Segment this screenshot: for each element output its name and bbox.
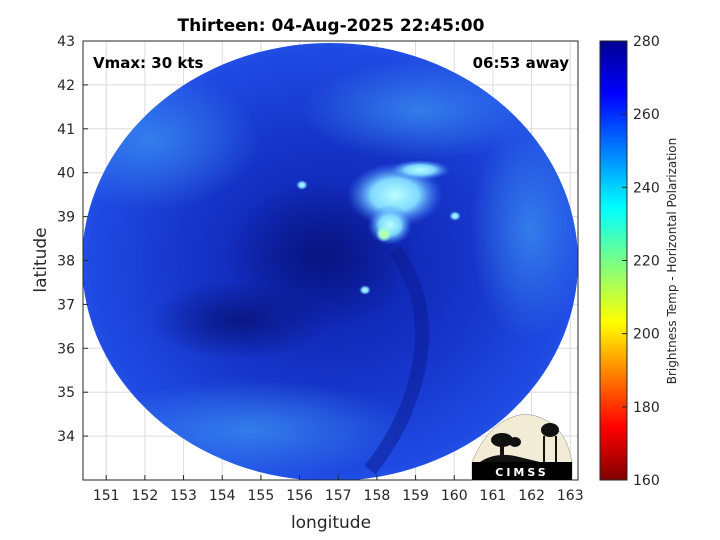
y-tick-label: 40 xyxy=(57,166,75,182)
x-tick-label: 162 xyxy=(518,488,545,504)
colorbar-tick-label: 180 xyxy=(633,400,660,416)
cold-core xyxy=(376,226,392,242)
dark-spiral xyxy=(150,280,330,360)
small-cell-3 xyxy=(359,285,371,295)
y-tick-label: 41 xyxy=(57,122,75,138)
chart-title: Thirteen: 04-Aug-2025 22:45:00 xyxy=(178,16,485,36)
microwave-image xyxy=(83,43,578,480)
small-cell-1 xyxy=(296,180,308,190)
tower-leg-right xyxy=(555,436,557,462)
y-tick-label: 43 xyxy=(57,34,75,50)
x-tick-label: 155 xyxy=(248,488,275,504)
y-tick-label: 39 xyxy=(57,210,75,226)
x-axis: 151 152 153 154 155 156 157 158 159 160 161 162 163 xyxy=(93,475,584,504)
x-tick-label: 156 xyxy=(286,488,313,504)
colorbar-ticks: 160 180 200 220 240 260 280 xyxy=(622,34,660,489)
y-axis-title: latitude xyxy=(31,227,51,292)
x-tick-label: 157 xyxy=(325,488,352,504)
y-axis: 34 35 36 37 38 39 40 41 42 43 xyxy=(57,34,88,445)
y-tick-label: 34 xyxy=(57,429,75,445)
y-tick-label: 38 xyxy=(57,254,75,270)
cimss-logo: CIMSS xyxy=(471,413,573,481)
colorbar-tick-label: 260 xyxy=(633,107,660,123)
colorbar-tick-label: 280 xyxy=(633,34,660,50)
colorbar-label: Brightness Temp - Horizontal Polarizatio… xyxy=(665,138,679,385)
x-tick-label: 158 xyxy=(364,488,391,504)
logo-band xyxy=(472,462,572,480)
x-tick-label: 152 xyxy=(132,488,159,504)
x-tick-label: 161 xyxy=(480,488,507,504)
x-tick-label: 151 xyxy=(93,488,120,504)
x-tick-label: 153 xyxy=(170,488,197,504)
x-axis-title: longitude xyxy=(291,513,371,533)
logo-text: CIMSS xyxy=(495,466,548,479)
dish-icon xyxy=(491,433,513,447)
colorbar-tick-label: 220 xyxy=(633,254,660,270)
colorbar-tick-label: 200 xyxy=(633,327,660,343)
colorbar-tick-label: 240 xyxy=(633,180,660,196)
colorbar-tick-label: 160 xyxy=(633,473,660,489)
tower-leg-left xyxy=(543,436,545,462)
y-tick-label: 35 xyxy=(57,385,75,401)
logo-ground xyxy=(480,454,540,462)
spiral-arm xyxy=(364,245,430,475)
cloud-structures xyxy=(83,60,578,480)
time-away-label: 06:53 away xyxy=(473,54,570,72)
cold-cloud-arc xyxy=(390,160,450,180)
small-cell-2 xyxy=(449,211,461,221)
dish-small-icon xyxy=(509,437,521,447)
y-tick-label: 36 xyxy=(57,341,75,357)
x-tick-label: 163 xyxy=(557,488,584,504)
x-tick-label: 160 xyxy=(441,488,468,504)
dish-pole xyxy=(500,444,504,462)
x-tick-label: 154 xyxy=(209,488,236,504)
x-tick-label: 159 xyxy=(402,488,429,504)
y-tick-label: 42 xyxy=(57,78,75,94)
y-tick-label: 37 xyxy=(57,297,75,313)
water-tower-icon xyxy=(541,423,559,437)
vmax-label: Vmax: 30 kts xyxy=(93,54,203,72)
